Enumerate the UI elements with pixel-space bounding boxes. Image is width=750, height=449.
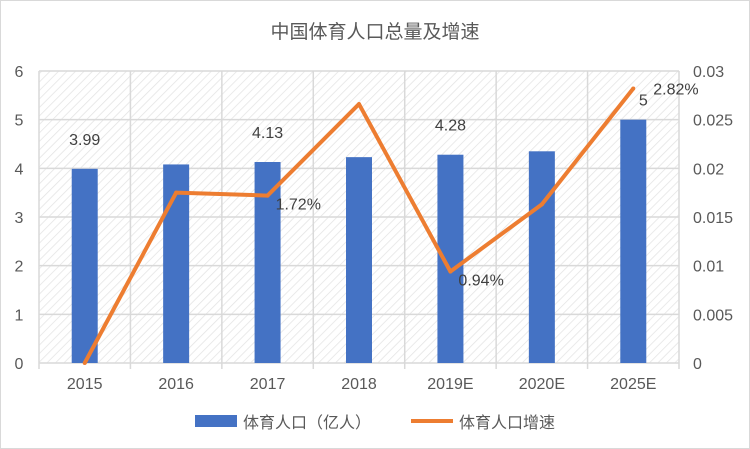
data-label: 4.28: [435, 118, 466, 135]
bar-2017: [254, 162, 281, 363]
data-label: 4.13: [252, 125, 283, 142]
y-right-tick-label: 0.025: [693, 113, 733, 130]
legend: 体育人口（亿人） 体育人口增速: [1, 409, 749, 433]
x-tick-label: 2018: [341, 376, 377, 393]
x-tick-label: 2025E: [610, 376, 656, 393]
legend-label: 体育人口（亿人）: [242, 415, 371, 432]
line-point-2019E: [448, 269, 453, 274]
line-point-2018: [357, 102, 361, 107]
y-right-tick-label: 0.03: [693, 64, 724, 81]
y-right-tick-label: 0.005: [693, 307, 733, 324]
x-tick-label: 2015: [67, 376, 103, 393]
data-label: 3.99: [69, 132, 100, 149]
bar-2020E: [528, 151, 555, 363]
legend-swatch-bar: [194, 415, 237, 427]
x-tick-label: 2019E: [427, 376, 473, 393]
y-left-tick-label: 2: [15, 259, 24, 276]
y-left-tick-label: 1: [15, 307, 24, 324]
legend-swatch-line: [411, 419, 453, 423]
y-left-tick-label: 5: [15, 113, 24, 130]
data-label: 2.82%: [653, 82, 698, 99]
chart-title: 中国体育人口总量及增速: [270, 22, 480, 43]
y-left-tick-label: 3: [15, 210, 24, 227]
line-point-2017: [265, 193, 270, 198]
y-left-tick-label: 4: [15, 161, 24, 178]
legend-item-growth: 体育人口增速: [411, 409, 555, 433]
legend-item-population: 体育人口（亿人）: [194, 409, 371, 433]
data-label: 0.94%: [458, 273, 503, 290]
bar-2018: [346, 157, 372, 363]
data-label: 1.72%: [276, 197, 321, 214]
x-tick-label: 2017: [250, 376, 286, 393]
data-label: 5: [639, 93, 648, 110]
x-tick-label: 2016: [158, 376, 194, 393]
line-point-2016: [174, 190, 179, 195]
bar-2016: [163, 164, 190, 363]
y-left-tick-label: 6: [15, 64, 24, 81]
bar-2015: [71, 168, 98, 363]
x-tick-label: 2020E: [519, 376, 565, 393]
line-point-2015: [82, 361, 87, 365]
y-left-tick-label: 0: [15, 356, 24, 373]
line-point-2020E: [539, 202, 544, 207]
y-right-tick-label: 0.02: [693, 161, 724, 178]
y-right-tick-label: 0.01: [693, 259, 724, 276]
bar-2025E: [620, 119, 647, 364]
legend-label: 体育人口增速: [459, 415, 556, 432]
y-right-tick-label: 0: [693, 356, 702, 373]
y-right-tick-label: 0.015: [693, 210, 733, 227]
line-point-2025E: [631, 86, 636, 91]
